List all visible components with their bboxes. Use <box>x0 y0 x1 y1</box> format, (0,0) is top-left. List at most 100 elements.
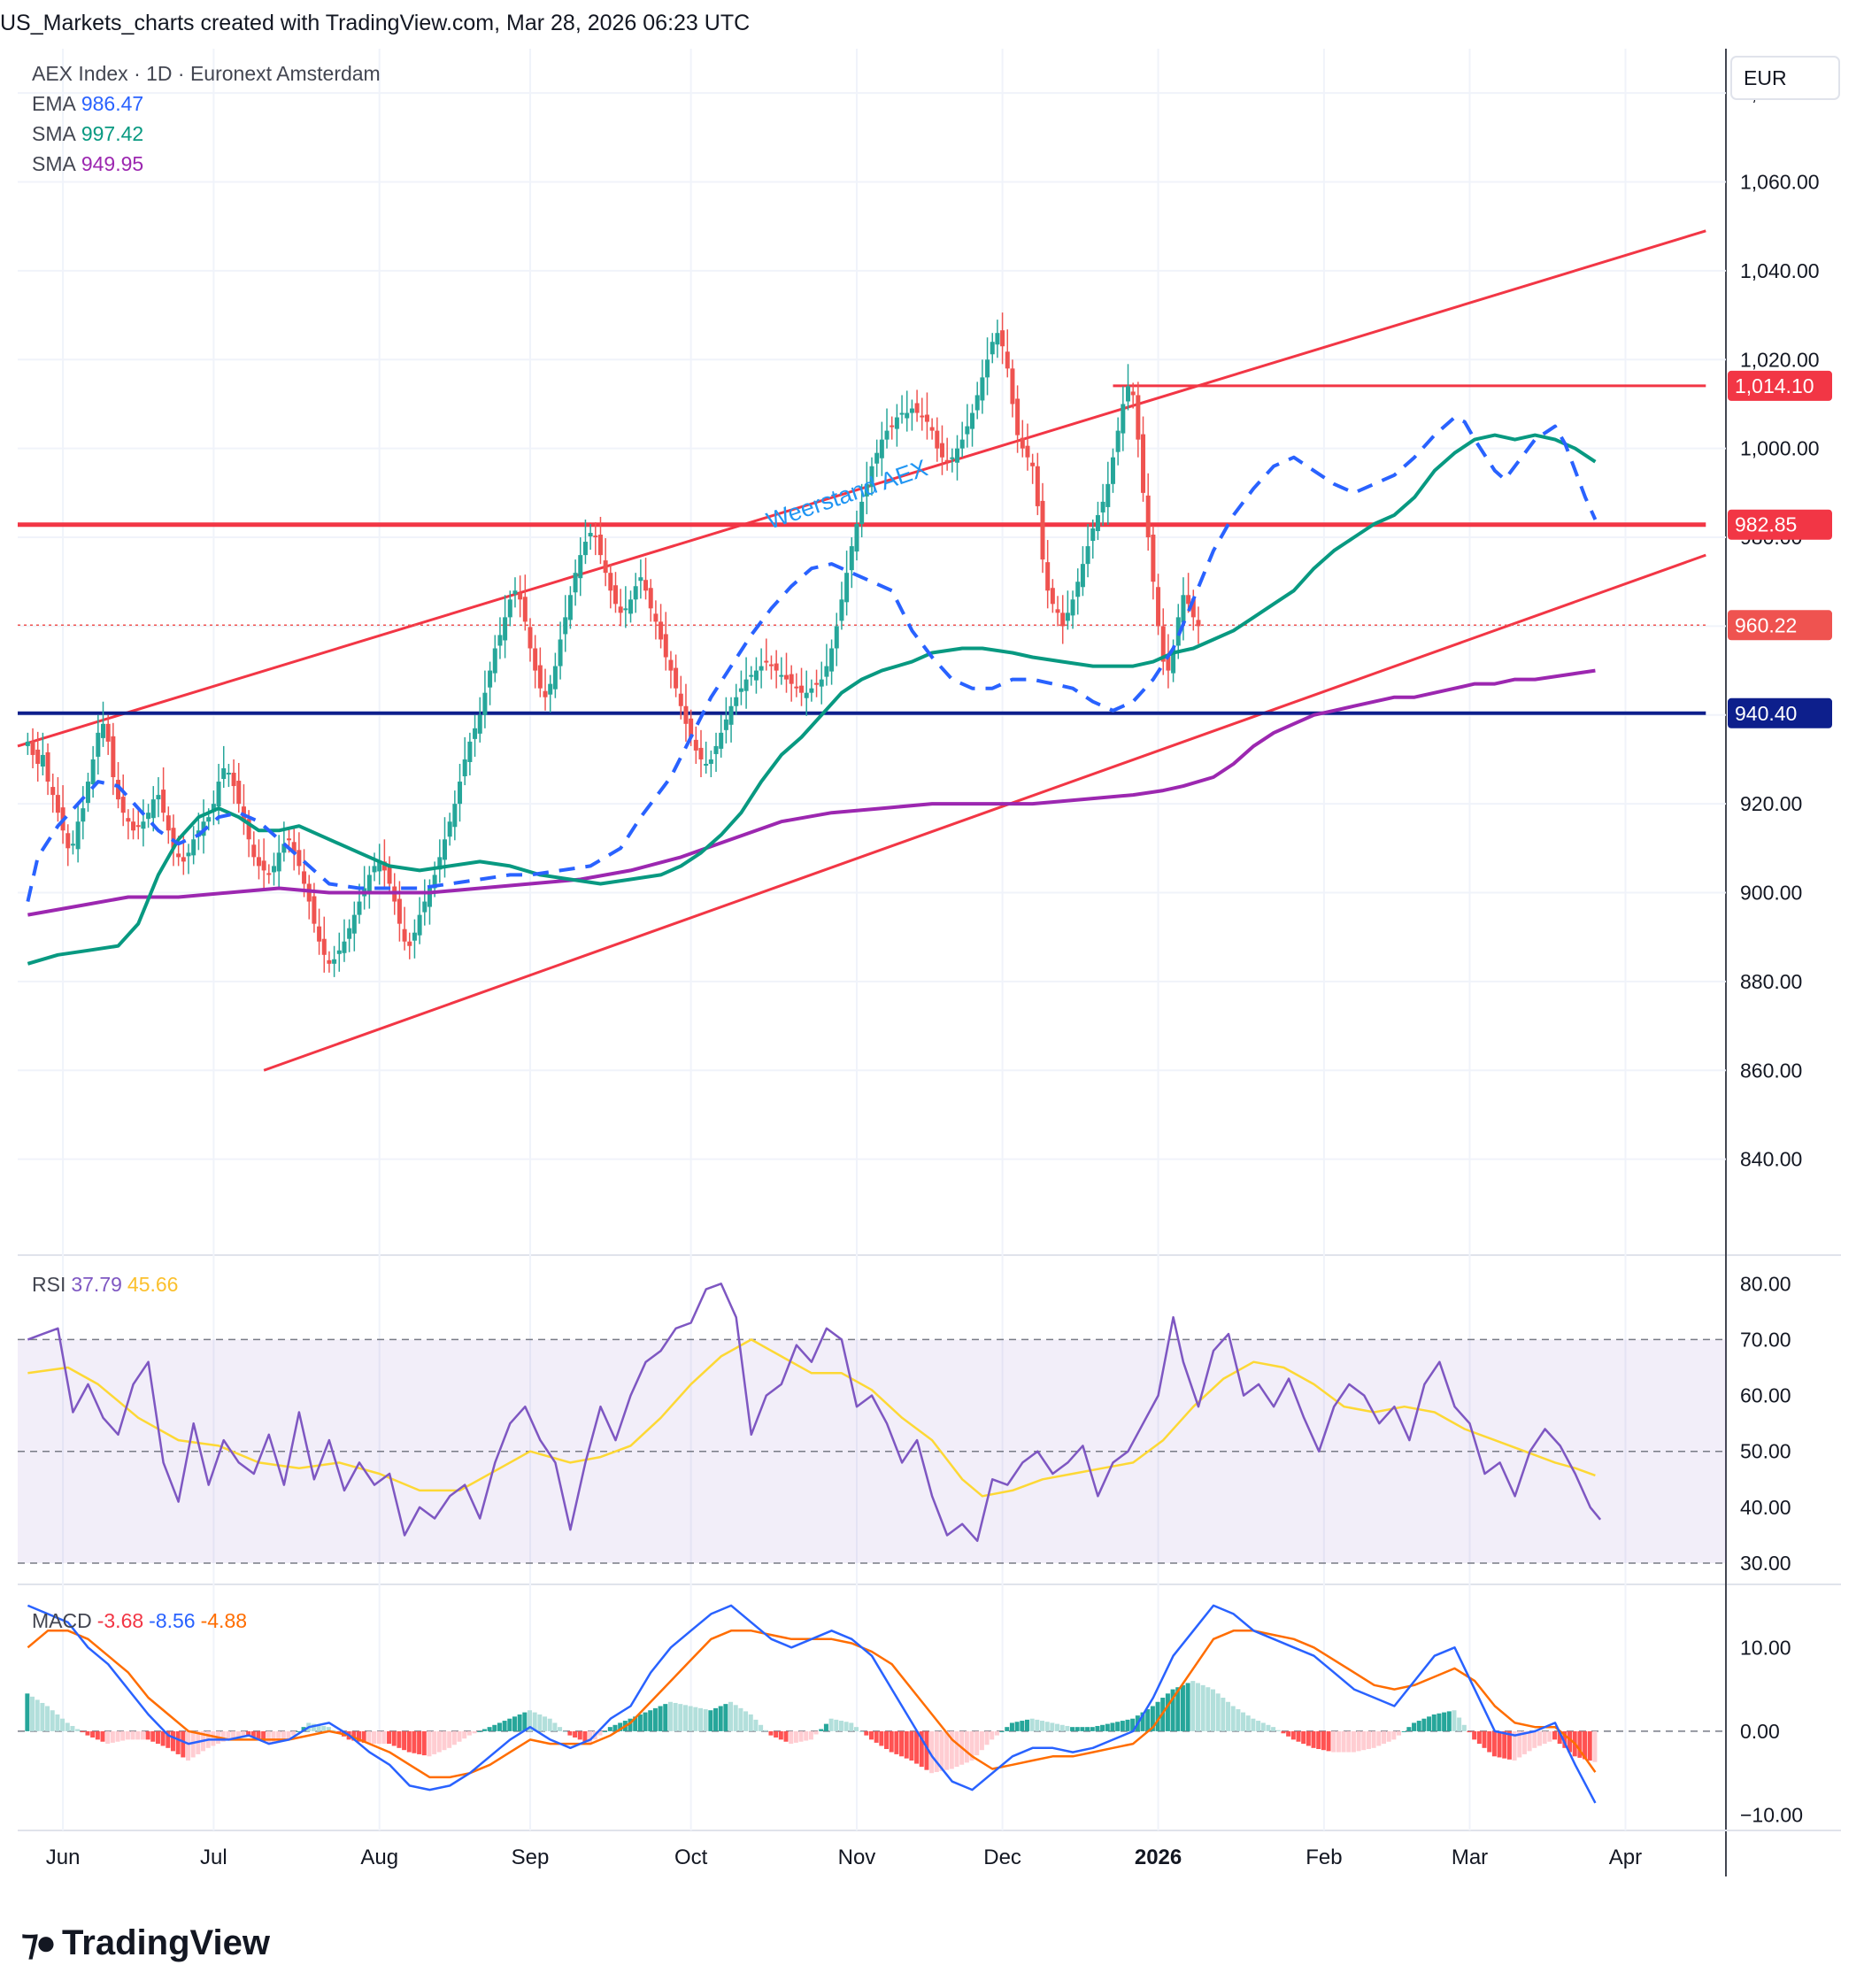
rsi-legend-value: 37.79 <box>71 1273 122 1296</box>
tradingview-logo[interactable]: ⁊● TradingView <box>21 1923 270 1963</box>
macd-histogram-bar <box>1416 1721 1421 1731</box>
candle-body <box>447 821 452 837</box>
sma-50-legend[interactable]: SMA 997.42 <box>32 122 149 146</box>
macd-histogram-bar <box>1185 1683 1190 1731</box>
macd-histogram-bar <box>789 1730 794 1745</box>
ema-legend-value: 986.47 <box>81 92 144 115</box>
candle-body <box>653 613 659 622</box>
macd-legend[interactable]: MACD -3.68 -8.56 -4.88 <box>32 1609 252 1633</box>
macd-histogram-bar <box>582 1730 588 1742</box>
macd-histogram-bar <box>1567 1730 1573 1753</box>
macd-histogram-bar <box>1085 1727 1090 1731</box>
candle-body <box>422 901 427 913</box>
candle-body <box>1166 656 1171 671</box>
macd-histogram-bar <box>1452 1710 1457 1731</box>
macd-histogram-bar <box>899 1730 905 1757</box>
candle-body <box>176 853 181 858</box>
macd-histogram-bar <box>1245 1715 1251 1731</box>
macd-histogram-bar <box>753 1719 759 1731</box>
candle-body <box>1040 500 1045 560</box>
rsi-tick-label: 80.00 <box>1740 1272 1791 1295</box>
candle-body <box>150 799 156 819</box>
macd-histogram-bar <box>828 1718 834 1731</box>
candle-body <box>879 439 884 458</box>
candle-body <box>332 959 337 964</box>
candle-body <box>302 871 307 884</box>
macd-histogram-bar <box>291 1730 297 1736</box>
macd-hist-value: -3.68 <box>96 1609 144 1632</box>
candle-body <box>1171 648 1176 674</box>
candle-body <box>643 580 649 591</box>
macd-histogram-bar <box>843 1722 849 1731</box>
candle-body <box>985 359 990 378</box>
time-axis-label: Jun <box>46 1845 81 1869</box>
ema-legend[interactable]: EMA 986.47 <box>32 92 149 116</box>
sma-200-line <box>27 668 1596 917</box>
candle-body <box>678 693 683 706</box>
macd-histogram-bar <box>186 1730 190 1761</box>
candle-body <box>789 674 794 684</box>
candle-body <box>528 627 533 649</box>
price-tick-label: 1,040.00 <box>1740 259 1820 282</box>
rsi-legend[interactable]: RSI 37.79 45.66 <box>32 1273 183 1297</box>
macd-histogram-bar <box>1506 1730 1512 1760</box>
sma-50-legend-name: SMA <box>32 122 76 145</box>
candle-body <box>704 763 709 766</box>
candle-body <box>603 560 608 574</box>
candle-body <box>1100 501 1105 512</box>
candle-body <box>593 536 598 538</box>
candle-body <box>995 333 1000 345</box>
candle-body <box>105 723 111 742</box>
candle-body <box>784 674 789 680</box>
macd-histogram-bar <box>964 1730 969 1763</box>
macd-histogram-bar <box>693 1707 698 1731</box>
candle-body <box>216 782 221 807</box>
candle-body <box>111 736 116 778</box>
macd-histogram-bar <box>75 1729 81 1731</box>
candle-body <box>980 377 985 401</box>
macd-histogram-bar <box>1175 1687 1181 1731</box>
macd-line <box>27 1604 1597 1804</box>
macd-histogram-bar <box>286 1730 291 1740</box>
macd-histogram-bar <box>1236 1709 1241 1731</box>
macd-histogram-bar <box>466 1730 472 1736</box>
candle-body <box>819 679 824 687</box>
macd-histogram-bar <box>798 1730 804 1742</box>
macd-histogram-bar <box>1170 1689 1175 1731</box>
macd-histogram-bar <box>1427 1716 1432 1731</box>
symbol-legend[interactable]: AEX Index · 1D · Euronext Amsterdam <box>32 62 381 85</box>
tradingview-logo-icon: ⁊● <box>21 1923 57 1962</box>
macd-histogram-bar <box>994 1730 999 1736</box>
macd-histogram-bar <box>859 1730 864 1732</box>
candle-body <box>1115 430 1121 452</box>
macd-histogram-bar <box>1130 1718 1136 1731</box>
candle-body <box>272 866 276 873</box>
macd-histogram-bar <box>1346 1730 1352 1753</box>
time-axis-label: Sep <box>512 1845 550 1869</box>
candle-body <box>613 585 618 605</box>
rsi-line <box>27 1283 1602 1543</box>
candle-body <box>905 412 910 419</box>
sma-50-legend-value: 997.42 <box>81 122 144 145</box>
macd-histogram-bar <box>738 1707 743 1731</box>
sma-200-legend-value: 949.95 <box>81 152 144 175</box>
macd-histogram-bar <box>1059 1724 1065 1731</box>
macd-histogram-bar <box>682 1705 688 1731</box>
macd-histogram-bar <box>1035 1719 1040 1731</box>
macd-histogram-bar <box>406 1730 412 1753</box>
candle-body <box>141 821 146 829</box>
macd-histogram-bar <box>235 1730 241 1738</box>
candle-body <box>1190 598 1196 618</box>
candle-body <box>955 448 959 463</box>
candle-body <box>749 674 754 677</box>
macd-histogram-bar <box>1271 1727 1276 1731</box>
macd-histogram-bar <box>1125 1719 1130 1731</box>
macd-histogram-bar <box>637 1714 643 1731</box>
macd-histogram-bar <box>1401 1730 1406 1732</box>
candle-body <box>924 414 929 422</box>
macd-histogram-bar <box>573 1730 578 1738</box>
macd-histogram-bar <box>834 1719 839 1731</box>
macd-histogram-bar <box>748 1714 753 1731</box>
sma-200-legend[interactable]: SMA 949.95 <box>32 152 149 176</box>
